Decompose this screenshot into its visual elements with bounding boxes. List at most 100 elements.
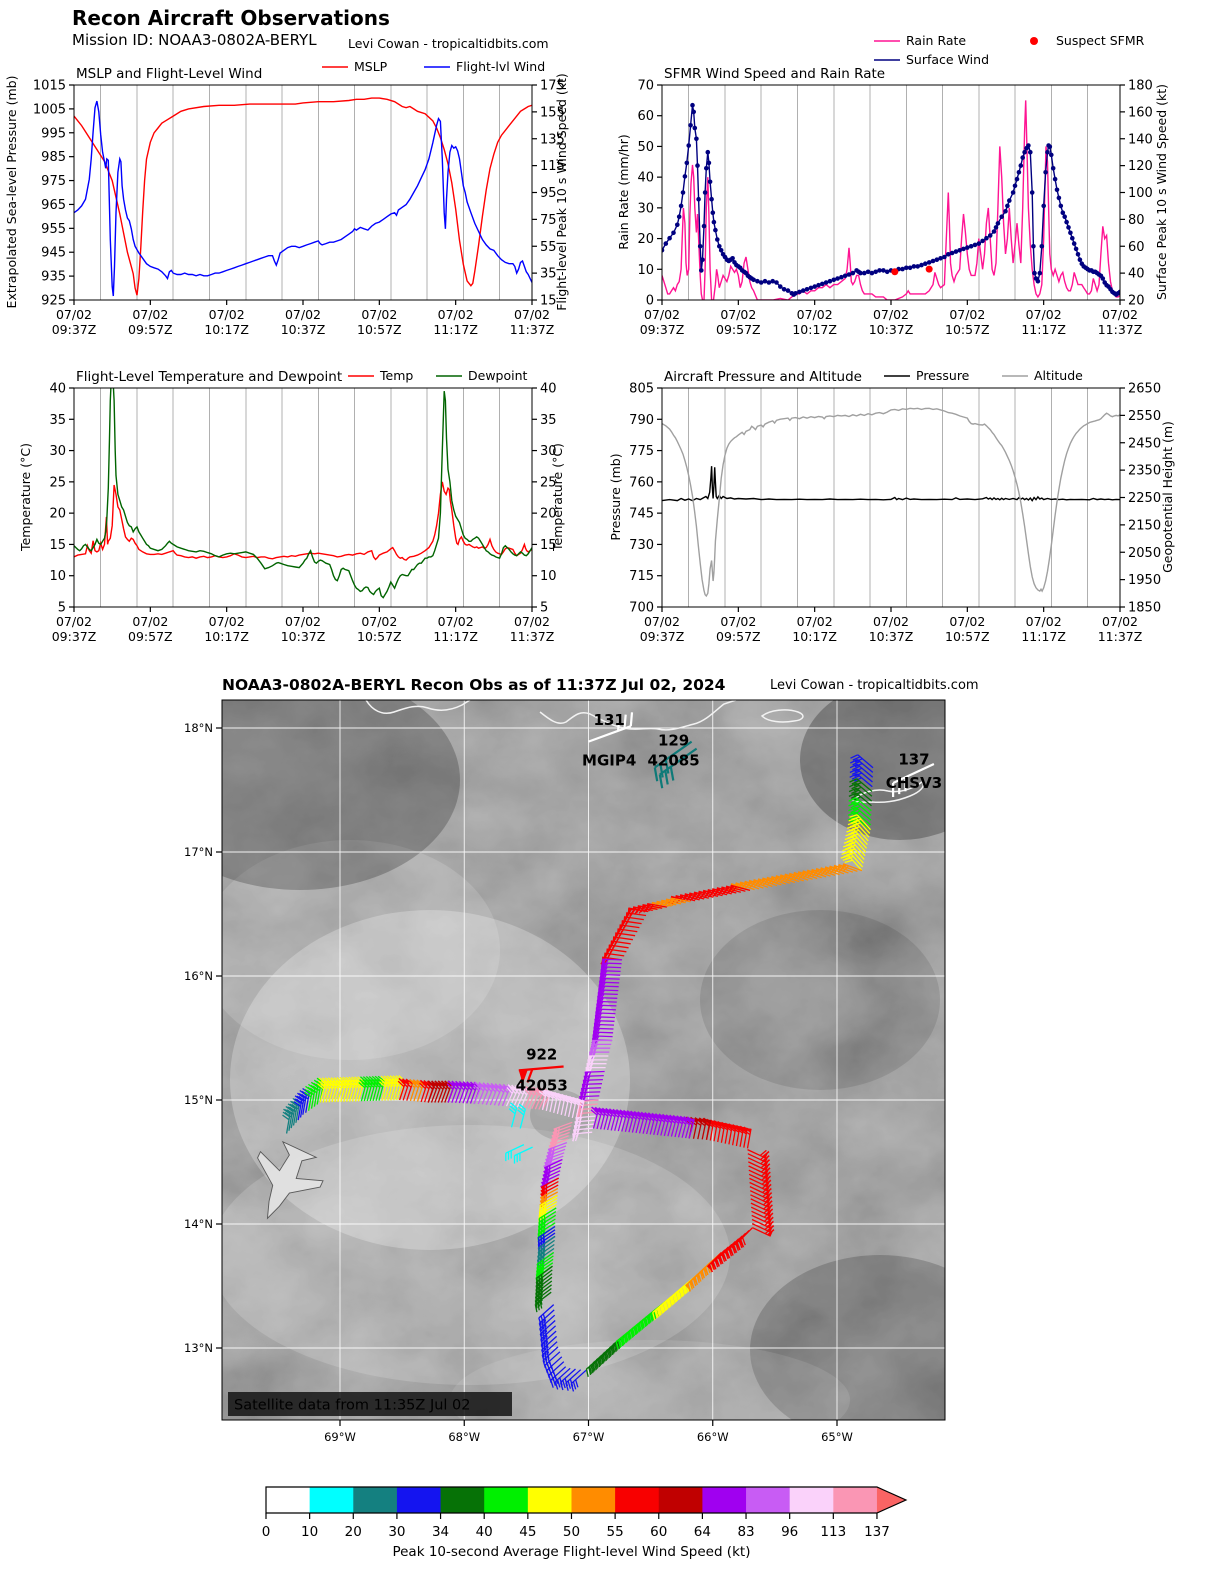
svg-text:10:57Z: 10:57Z xyxy=(945,629,990,644)
svg-text:10: 10 xyxy=(49,569,66,584)
svg-text:745: 745 xyxy=(629,507,654,522)
suspect-sfmr-point xyxy=(891,268,899,276)
y-left-label: Pressure (mb) xyxy=(608,453,623,540)
chart-title: MSLP and Flight-Level Wind xyxy=(76,66,262,82)
x-axis: 07/0209:37Z07/0209:57Z07/0210:17Z07/0210… xyxy=(640,607,1142,644)
station-42053: 922 42053 xyxy=(516,1045,568,1094)
x-axis: 07/0209:37Z07/0209:57Z07/0210:17Z07/0210… xyxy=(640,300,1142,337)
y-axis-right: 5 10 15 20 25 30 35 40 xyxy=(532,382,557,616)
svg-text:965: 965 xyxy=(41,198,66,213)
station-MGIP4: 131 MGIP4 xyxy=(582,711,636,770)
svg-text:700: 700 xyxy=(629,601,654,616)
svg-text:66°W: 66°W xyxy=(697,1430,729,1444)
svg-text:10:37Z: 10:37Z xyxy=(281,322,326,337)
svg-text:69°W: 69°W xyxy=(324,1430,356,1444)
svg-text:07/02: 07/02 xyxy=(720,614,756,629)
svg-text:11:37Z: 11:37Z xyxy=(510,629,555,644)
svg-text:96: 96 xyxy=(781,1524,798,1540)
chart-title: Flight-Level Temperature and Dewpoint xyxy=(76,369,342,385)
y-left-label: Temperature (°C) xyxy=(18,443,33,552)
svg-text:17°N: 17°N xyxy=(184,845,213,859)
svg-text:10:17Z: 10:17Z xyxy=(792,629,837,644)
svg-text:10: 10 xyxy=(637,263,654,278)
svg-text:Flight-lvl Wind: Flight-lvl Wind xyxy=(456,59,545,74)
header-credit: Levi Cowan - tropicaltidbits.com xyxy=(348,36,549,51)
svg-text:100: 100 xyxy=(1128,186,1153,201)
svg-text:68°W: 68°W xyxy=(448,1430,480,1444)
map-axis-labels: 13°N 14°N 15°N 16°N 17°N 18°N 69°W 68°W 67°W 66°W… xyxy=(184,721,853,1444)
svg-text:35: 35 xyxy=(540,267,557,282)
svg-text:1850: 1850 xyxy=(1128,601,1161,616)
series-flight-lvl-wind xyxy=(74,100,532,297)
svg-text:30: 30 xyxy=(388,1524,405,1540)
svg-text:985: 985 xyxy=(41,150,66,165)
svg-text:175: 175 xyxy=(540,79,565,94)
svg-text:2050: 2050 xyxy=(1128,546,1161,561)
x-axis: 07/0209:37Z07/0209:57Z07/0210:17Z07/0210… xyxy=(52,607,555,644)
svg-text:07/02: 07/02 xyxy=(438,614,474,629)
svg-text:120: 120 xyxy=(1128,159,1153,174)
svg-text:35: 35 xyxy=(540,413,557,428)
chart-sfmr-rain: 07/0209:37Z07/0209:57Z07/0210:17Z07/0210… xyxy=(616,33,1169,337)
svg-text:11:17Z: 11:17Z xyxy=(1021,322,1066,337)
svg-text:Temp: Temp xyxy=(379,368,413,383)
y-right-label: Surface Peak 10 s Wind Speed (kt) xyxy=(1154,84,1169,300)
svg-text:775: 775 xyxy=(629,444,654,459)
svg-text:10:37Z: 10:37Z xyxy=(869,629,914,644)
legend-item: Dewpoint xyxy=(436,368,528,383)
svg-text:10:57Z: 10:57Z xyxy=(357,629,402,644)
svg-text:20: 20 xyxy=(345,1524,362,1540)
svg-text:20: 20 xyxy=(1128,294,1145,309)
x-axis: 07/0209:37Z07/0209:57Z07/0210:17Z07/0210… xyxy=(52,300,555,337)
svg-text:Pressure: Pressure xyxy=(916,368,970,383)
svg-text:Altitude: Altitude xyxy=(1034,368,1083,383)
svg-text:07/02: 07/02 xyxy=(209,307,245,322)
gridlines xyxy=(688,388,1089,607)
legend-item: Altitude xyxy=(1002,368,1083,383)
svg-text:07/02: 07/02 xyxy=(361,614,397,629)
svg-text:45: 45 xyxy=(519,1524,536,1540)
legend-item: Rain Rate xyxy=(874,33,966,48)
svg-text:65°W: 65°W xyxy=(821,1430,853,1444)
svg-text:11:37Z: 11:37Z xyxy=(510,322,555,337)
svg-text:975: 975 xyxy=(41,174,66,189)
aircraft-icon xyxy=(257,1140,324,1220)
svg-text:14°N: 14°N xyxy=(184,1217,213,1231)
svg-text:140: 140 xyxy=(1128,132,1153,147)
y-right-label: Flight-level Peak 10 s Wind Speed (kt) xyxy=(554,73,569,311)
station-pressure-code: 129 xyxy=(658,731,689,749)
y-left-label: Rain Rate (mm/hr) xyxy=(616,134,631,249)
svg-text:945: 945 xyxy=(41,246,66,261)
svg-text:5: 5 xyxy=(540,601,548,616)
legend-item: Temp xyxy=(348,368,413,383)
svg-text:07/02: 07/02 xyxy=(56,307,92,322)
svg-text:2350: 2350 xyxy=(1128,464,1161,479)
y-axis-left: 700 715 730 745 760 775 790 805 xyxy=(629,382,662,616)
svg-text:07/02: 07/02 xyxy=(132,307,168,322)
svg-text:07/02: 07/02 xyxy=(949,614,985,629)
y-axis-right: 1850 1950 2050 2150 2250 2350 2450 2550 2650 xyxy=(1120,382,1161,616)
svg-text:925: 925 xyxy=(41,294,66,309)
y-axis-right: 20 40 60 80 100 120 140 160 180 xyxy=(1120,79,1153,309)
svg-text:715: 715 xyxy=(629,569,654,584)
svg-text:Dewpoint: Dewpoint xyxy=(468,368,528,383)
svg-text:15°N: 15°N xyxy=(184,1093,213,1107)
svg-text:2250: 2250 xyxy=(1128,491,1161,506)
legend-item: Suspect SFMR xyxy=(1030,33,1145,48)
svg-text:955: 955 xyxy=(41,222,66,237)
station-label: MGIP4 xyxy=(582,752,636,770)
svg-text:09:37Z: 09:37Z xyxy=(52,629,97,644)
y-axis-left: 0 10 20 30 40 50 60 70 xyxy=(637,79,662,309)
svg-text:25: 25 xyxy=(49,475,66,490)
svg-text:60: 60 xyxy=(637,109,654,124)
svg-text:180: 180 xyxy=(1128,79,1153,94)
svg-text:50: 50 xyxy=(637,140,654,155)
chart-pressure-altitude: 07/0209:37Z07/0209:57Z07/0210:17Z07/0210… xyxy=(608,368,1175,644)
svg-text:09:37Z: 09:37Z xyxy=(640,629,685,644)
svg-text:2550: 2550 xyxy=(1128,409,1161,424)
svg-text:995: 995 xyxy=(41,126,66,141)
svg-text:16°N: 16°N xyxy=(184,969,213,983)
chart-title: SFMR Wind Speed and Rain Rate xyxy=(664,66,885,82)
svg-text:160: 160 xyxy=(1128,105,1153,120)
